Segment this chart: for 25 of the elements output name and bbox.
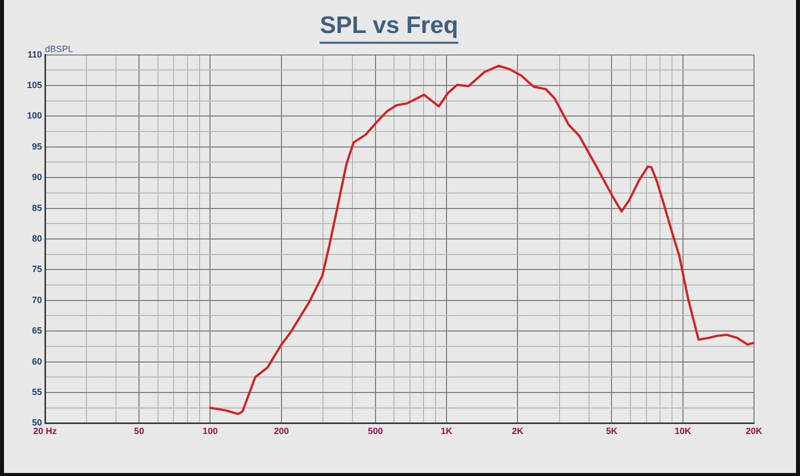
x-tick-label: 20 Hz	[33, 426, 58, 436]
y-axis-title: dBSPL	[45, 44, 74, 54]
y-tick-label: 105	[26, 80, 42, 90]
y-tick-label: 80	[32, 233, 42, 244]
x-tick-label: 20K	[746, 426, 763, 436]
x-tick-label: 1K	[440, 426, 453, 436]
y-tick-label: 90	[32, 172, 42, 182]
y-tick-label: 70	[32, 294, 42, 305]
y-tick-label: 65	[32, 326, 42, 336]
y-tick-label: 60	[32, 356, 42, 366]
x-tick-label: 2K	[512, 426, 524, 436]
x-tick-label: 500	[368, 426, 383, 436]
chart-title: SPL vs Freq	[320, 12, 458, 40]
y-tick-label: 50	[32, 418, 42, 428]
x-tick-label: 100	[202, 426, 218, 436]
x-tick-label: 200	[274, 426, 289, 436]
y-tick-label: 110	[27, 49, 42, 60]
y-tick-label: 75	[32, 264, 42, 274]
y-tick-label: 85	[32, 202, 42, 213]
x-tick-label: 10K	[674, 426, 692, 436]
x-tick-label: 5K	[606, 426, 618, 436]
y-tick-label: 100	[26, 110, 42, 121]
y-tick-label: 55	[32, 386, 42, 397]
y-tick-label: 95	[32, 141, 42, 152]
x-tick-label: 50	[134, 426, 144, 436]
